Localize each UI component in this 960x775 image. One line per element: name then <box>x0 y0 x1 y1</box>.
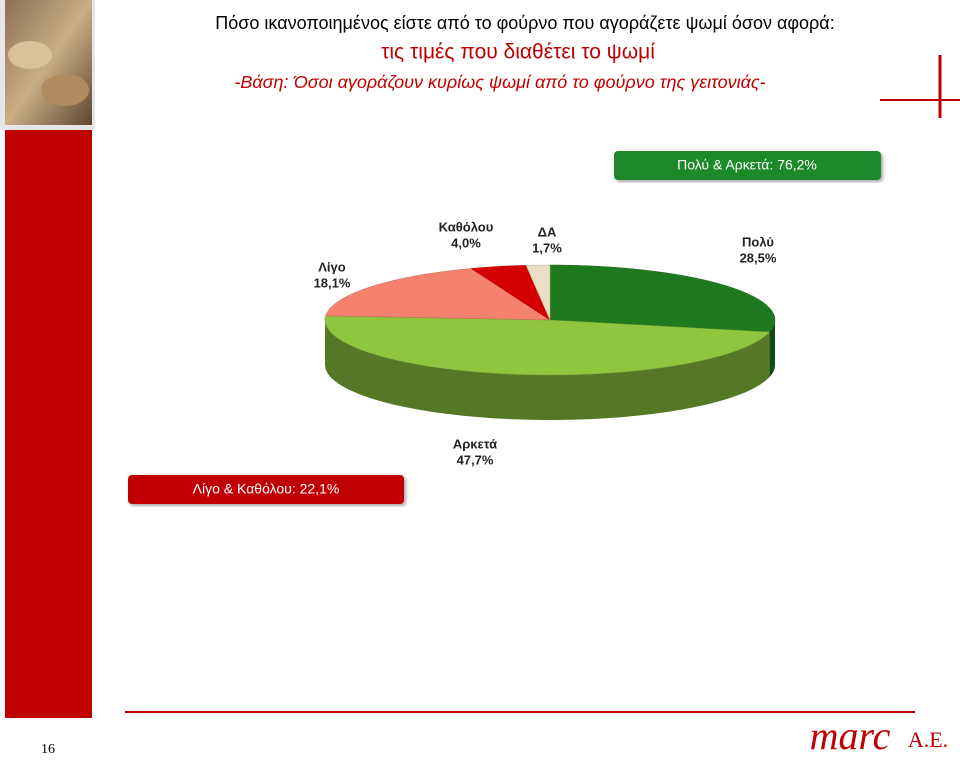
slice-label: ΔΑ <box>538 224 557 239</box>
pie <box>324 264 776 420</box>
slice-value: 1,7% <box>532 240 562 255</box>
title: Πόσο ικανοποιημένος είστε από το φούρνο … <box>215 13 834 33</box>
slice-top <box>324 315 771 376</box>
slice <box>324 315 771 420</box>
slice-label: Αρκετά <box>453 436 497 451</box>
base-note: -Βάση: Όσοι αγοράζουν κυρίως ψωμί από το… <box>234 72 765 92</box>
page-box <box>5 718 92 775</box>
slice-value: 47,7% <box>457 452 494 467</box>
slice-side <box>769 320 775 377</box>
bread-photo <box>41 74 89 106</box>
summary-box <box>614 151 881 180</box>
slice-top <box>549 264 776 333</box>
slice-value: 28,5% <box>740 250 777 265</box>
summary-text: Πολύ & Αρκετά: 76,2% <box>677 157 817 173</box>
slice-top <box>325 268 551 321</box>
slice <box>325 268 551 321</box>
slice-value: 18,1% <box>314 275 351 290</box>
summary-box <box>128 475 404 504</box>
page-number: 16 <box>41 742 55 757</box>
slice-top <box>470 265 551 321</box>
side-bar <box>5 130 92 775</box>
slice-side <box>325 320 770 420</box>
subtitle: τις τιμές που διαθέτει το ψωμί <box>381 41 655 64</box>
slice-label: Λίγο <box>318 259 346 274</box>
slice-value: 4,0% <box>451 235 481 250</box>
logo: marc <box>810 713 891 758</box>
slice <box>549 264 776 377</box>
bread-photo <box>8 41 52 69</box>
slice-top <box>525 264 551 321</box>
slice <box>525 264 551 321</box>
summary-text: Λίγο & Καθόλου: 22,1% <box>193 481 340 497</box>
slice-label: Καθόλου <box>439 219 494 234</box>
slice <box>470 265 551 321</box>
logo-suffix: A.E. <box>908 727 948 752</box>
slice-label: Πολύ <box>742 234 774 249</box>
